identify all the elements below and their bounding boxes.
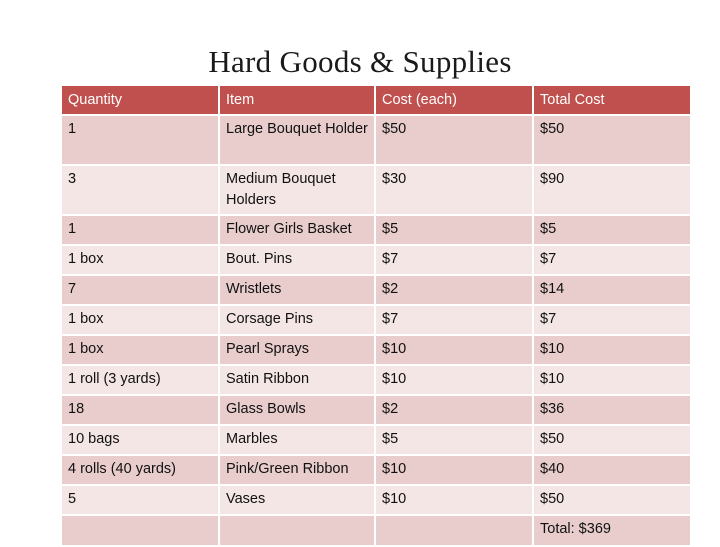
cost-each-cell: $30 (374, 164, 534, 216)
item-cell: Satin Ribbon (218, 364, 376, 396)
cost-each-cell: $5 (374, 214, 534, 246)
total-row: Total: $369 (60, 514, 692, 547)
table-row: 5 Vases $10 $50 (60, 484, 692, 516)
quantity-cell: 1 roll (3 yards) (60, 364, 220, 396)
cost-each-cell: $10 (374, 364, 534, 396)
table-row: 3 Medium Bouquet Holders $30 $90 (60, 164, 692, 216)
quantity-cell: 1 box (60, 334, 220, 366)
total-cost-cell: $7 (532, 244, 692, 276)
quantity-cell: 1 box (60, 304, 220, 336)
quantity-cell: 1 (60, 114, 220, 166)
cost-each-cell: $7 (374, 304, 534, 336)
grand-total: Total: $369 (532, 514, 692, 547)
header-cost-each: Cost (each) (374, 84, 534, 116)
total-cost-cell: $10 (532, 334, 692, 366)
quantity-cell: 1 box (60, 244, 220, 276)
item-cell: Bout. Pins (218, 244, 376, 276)
quantity-cell: 1 (60, 214, 220, 246)
item-cell: Vases (218, 484, 376, 516)
quantity-cell: 5 (60, 484, 220, 516)
quantity-cell: 3 (60, 164, 220, 216)
table-row: 1 roll (3 yards) Satin Ribbon $10 $10 (60, 364, 692, 396)
table-row: 7 Wristlets $2 $14 (60, 274, 692, 306)
table-row: 1 Large Bouquet Holder $50 $50 (60, 114, 692, 166)
cost-each-cell: $10 (374, 454, 534, 486)
total-cost-cell: $36 (532, 394, 692, 426)
cost-each-cell: $7 (374, 244, 534, 276)
item-cell: Pearl Sprays (218, 334, 376, 366)
table-row: 4 rolls (40 yards) Pink/Green Ribbon $10… (60, 454, 692, 486)
total-cost-cell: $14 (532, 274, 692, 306)
empty-cell (218, 514, 376, 547)
cost-each-cell: $2 (374, 274, 534, 306)
item-cell: Corsage Pins (218, 304, 376, 336)
item-cell: Flower Girls Basket (218, 214, 376, 246)
table-row: 18 Glass Bowls $2 $36 (60, 394, 692, 426)
total-cost-cell: $50 (532, 424, 692, 456)
item-cell: Wristlets (218, 274, 376, 306)
cost-each-cell: $10 (374, 334, 534, 366)
quantity-cell: 10 bags (60, 424, 220, 456)
total-cost-cell: $90 (532, 164, 692, 216)
header-item: Item (218, 84, 376, 116)
item-cell: Marbles (218, 424, 376, 456)
table-row: 1 Flower Girls Basket $5 $5 (60, 214, 692, 246)
cost-each-cell: $50 (374, 114, 534, 166)
quantity-cell: 7 (60, 274, 220, 306)
total-cost-cell: $50 (532, 484, 692, 516)
table-row: 1 box Pearl Sprays $10 $10 (60, 334, 692, 366)
header-quantity: Quantity (60, 84, 220, 116)
empty-cell (60, 514, 220, 547)
item-cell: Pink/Green Ribbon (218, 454, 376, 486)
total-cost-cell: $50 (532, 114, 692, 166)
slide-title: Hard Goods & Supplies (208, 44, 512, 79)
table-header-row: Quantity Item Cost (each) Total Cost (60, 84, 692, 116)
table-row: 1 box Bout. Pins $7 $7 (60, 244, 692, 276)
total-cost-cell: $5 (532, 214, 692, 246)
item-cell: Medium Bouquet Holders (218, 164, 376, 216)
quantity-cell: 18 (60, 394, 220, 426)
supplies-table: Quantity Item Cost (each) Total Cost 1 L… (60, 84, 692, 547)
cost-each-cell: $10 (374, 484, 534, 516)
empty-cell (374, 514, 534, 547)
total-cost-cell: $7 (532, 304, 692, 336)
table-row: 1 box Corsage Pins $7 $7 (60, 304, 692, 336)
table-row: 10 bags Marbles $5 $50 (60, 424, 692, 456)
total-cost-cell: $10 (532, 364, 692, 396)
cost-each-cell: $5 (374, 424, 534, 456)
cost-each-cell: $2 (374, 394, 534, 426)
quantity-cell: 4 rolls (40 yards) (60, 454, 220, 486)
total-cost-cell: $40 (532, 454, 692, 486)
item-cell: Glass Bowls (218, 394, 376, 426)
item-cell: Large Bouquet Holder (218, 114, 376, 166)
header-total-cost: Total Cost (532, 84, 692, 116)
